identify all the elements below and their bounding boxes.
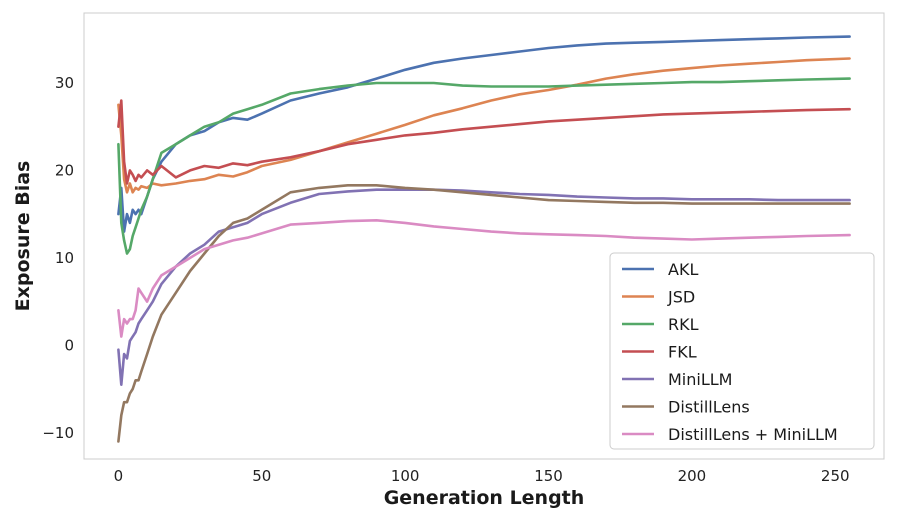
series-line-akl: [117, 35, 851, 233]
x-tick-labels: 0 50 100 150 200 250: [114, 467, 850, 485]
y-axis-title: Exposure Bias: [12, 161, 34, 312]
x-tick-label: 200: [678, 467, 707, 485]
series-line-minillm: [117, 188, 851, 386]
series-line-rkl: [117, 77, 851, 255]
y-tick-label: 30: [55, 74, 74, 92]
legend-label: MiniLLM: [668, 370, 732, 389]
legend-label: DistillLens + MiniLLM: [668, 425, 838, 444]
y-tick-labels: −10 0 10 20 30: [42, 74, 74, 442]
y-tick-label: 10: [55, 249, 74, 267]
y-tick-label: 0: [64, 336, 74, 354]
series-line-distilllens: [117, 184, 851, 443]
legend-label: AKL: [668, 260, 698, 279]
x-tick-label: 150: [534, 467, 563, 485]
legend: AKL JSD RKL FKL MiniLLM DistillLens DistillLen…: [609, 252, 875, 450]
series-line-fkl: [117, 99, 851, 185]
legend-box: [609, 252, 875, 450]
series-line-distilllens-minillm: [117, 219, 851, 338]
x-axis-title: Generation Length: [384, 487, 585, 509]
y-tick-label: 20: [55, 161, 74, 179]
x-tick-label: 50: [252, 467, 271, 485]
legend-label: JSD: [667, 288, 695, 307]
legend-label: DistillLens: [668, 398, 750, 417]
x-tick-label: 100: [391, 467, 420, 485]
legend-label: RKL: [668, 315, 699, 334]
series-lines: [117, 35, 851, 443]
y-tick-label: −10: [42, 424, 74, 442]
series-line-jsd: [117, 57, 851, 194]
legend-label: FKL: [668, 343, 697, 362]
x-tick-label: 0: [114, 467, 124, 485]
x-tick-label: 250: [821, 467, 850, 485]
